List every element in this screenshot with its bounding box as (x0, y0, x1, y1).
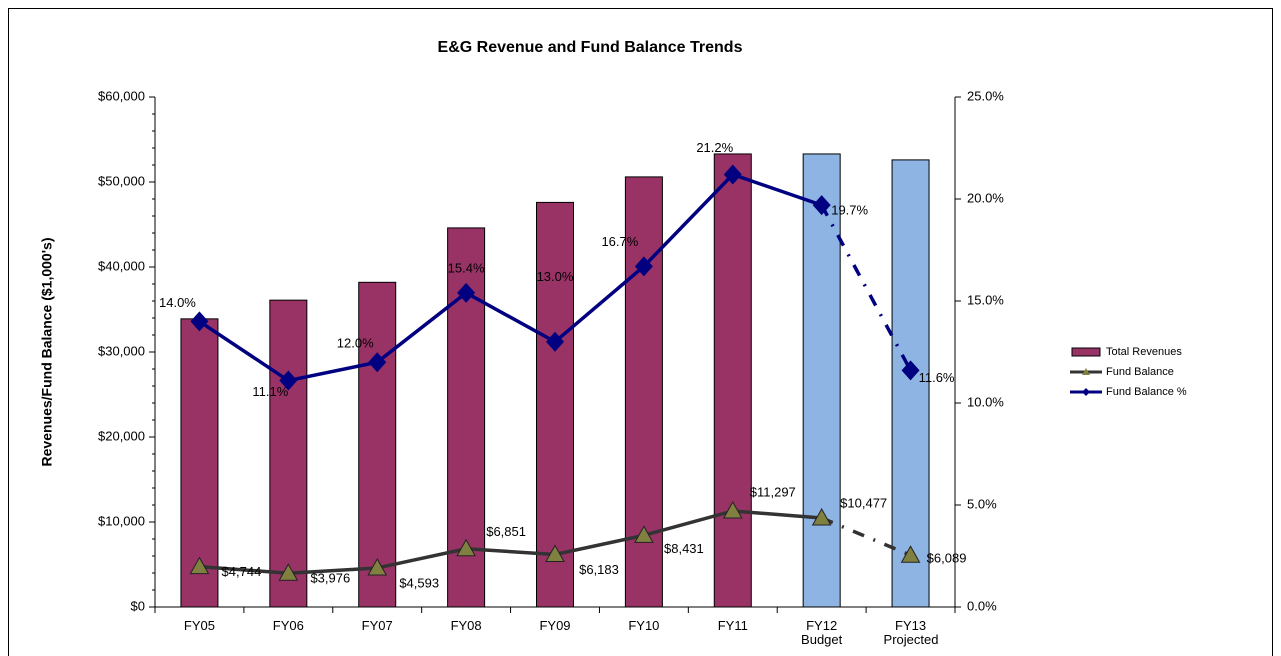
bar (802, 153, 841, 608)
y-tick-label: $10,000 (98, 513, 145, 528)
data-label: 13.0% (537, 269, 574, 284)
marker (901, 360, 920, 381)
marker (634, 256, 653, 277)
y-tick-label: $40,000 (98, 258, 145, 273)
data-label: 19.7% (831, 203, 868, 218)
marker (367, 557, 388, 576)
x-tick-label: FY06 (272, 619, 304, 633)
data-label: $6,851 (486, 524, 526, 539)
data-label: $4,744 (222, 564, 262, 579)
marker (900, 545, 921, 563)
x-tick-label-box: FY06 (272, 619, 304, 633)
legend-label: Fund Balance (1106, 366, 1174, 378)
data-label: $6,089 (927, 551, 967, 566)
data-label: 12.0% (337, 336, 374, 351)
x-tick-label: FY08 (450, 619, 482, 633)
y2-tick-label: 15.0% (967, 292, 1004, 307)
marker (812, 195, 831, 216)
x-tick-label-box: FY10 (628, 619, 660, 633)
y-tick-label: $50,000 (98, 173, 145, 188)
data-label: $11,297 (750, 484, 796, 499)
marker (457, 282, 476, 303)
data-label: $4,593 (399, 575, 439, 590)
data-label: 11.6% (919, 370, 955, 385)
x-tick-label: FY13 Projected (883, 619, 939, 647)
y2-tick-label: 0.0% (967, 598, 997, 613)
data-label: $3,976 (310, 571, 350, 586)
x-tick-label: FY10 (628, 619, 660, 633)
series-line (198, 172, 823, 383)
data-label: 16.7% (601, 234, 638, 249)
marker (456, 538, 476, 557)
y-tick-label: $0 (131, 598, 145, 613)
legend-marker (1082, 368, 1090, 375)
x-tick-label: FY09 (539, 619, 571, 633)
x-tick-label-box: FY05 (183, 619, 215, 633)
data-label: 15.4% (448, 260, 485, 275)
x-tick-label-box: FY12 Budget (801, 619, 843, 647)
y2-tick-label: 5.0% (967, 496, 997, 511)
series-line (199, 509, 822, 575)
data-label: $6,183 (579, 562, 619, 577)
x-tick-label: FY05 (183, 619, 215, 633)
y2-tick-label: 10.0% (967, 394, 1004, 409)
data-label: 21.2% (696, 140, 733, 155)
legend-swatch (1071, 347, 1101, 357)
y-tick-label: $30,000 (98, 343, 145, 358)
x-tick-label: FY11 (717, 619, 748, 633)
bar (358, 281, 397, 608)
x-tick-label-box: FY11 (717, 619, 748, 633)
legend-marker (1082, 388, 1090, 396)
x-tick-label: FY07 (361, 619, 393, 633)
data-label: $10,477 (840, 495, 887, 510)
marker (189, 556, 210, 575)
bar (269, 299, 308, 608)
marker (546, 331, 564, 352)
marker (722, 500, 743, 519)
data-label: $8,431 (664, 541, 704, 556)
x-tick-label-box: FY07 (361, 619, 393, 633)
bar (624, 176, 663, 608)
x-tick-label-box: FY08 (450, 619, 482, 633)
legend-label: Fund Balance % (1106, 386, 1187, 398)
data-label: 11.1% (252, 384, 288, 399)
marker (634, 525, 654, 543)
marker (190, 311, 209, 332)
marker (278, 563, 299, 581)
marker (545, 544, 565, 562)
y-tick-label: $20,000 (98, 428, 145, 443)
chart-title: E&G Revenue and Fund Balance Trends (438, 39, 743, 56)
marker (279, 370, 298, 391)
marker (368, 352, 387, 373)
y2-tick-label: 25.0% (967, 88, 1004, 103)
legend-label: Total Revenues (1106, 346, 1182, 358)
x-tick-label: FY12 Budget (801, 619, 843, 647)
marker (811, 507, 832, 526)
y-tick-label: $60,000 (98, 88, 145, 103)
marker (723, 164, 742, 185)
bar (891, 159, 930, 608)
x-tick-label-box: FY09 (539, 619, 571, 633)
y-axis-title: Revenues/Fund Balance ($1,000's) (39, 238, 55, 467)
data-label: 14.0% (159, 295, 196, 310)
bar (713, 153, 752, 608)
y2-tick-label: 20.0% (967, 190, 1004, 205)
x-tick-label-box: FY13 Projected (883, 619, 939, 647)
